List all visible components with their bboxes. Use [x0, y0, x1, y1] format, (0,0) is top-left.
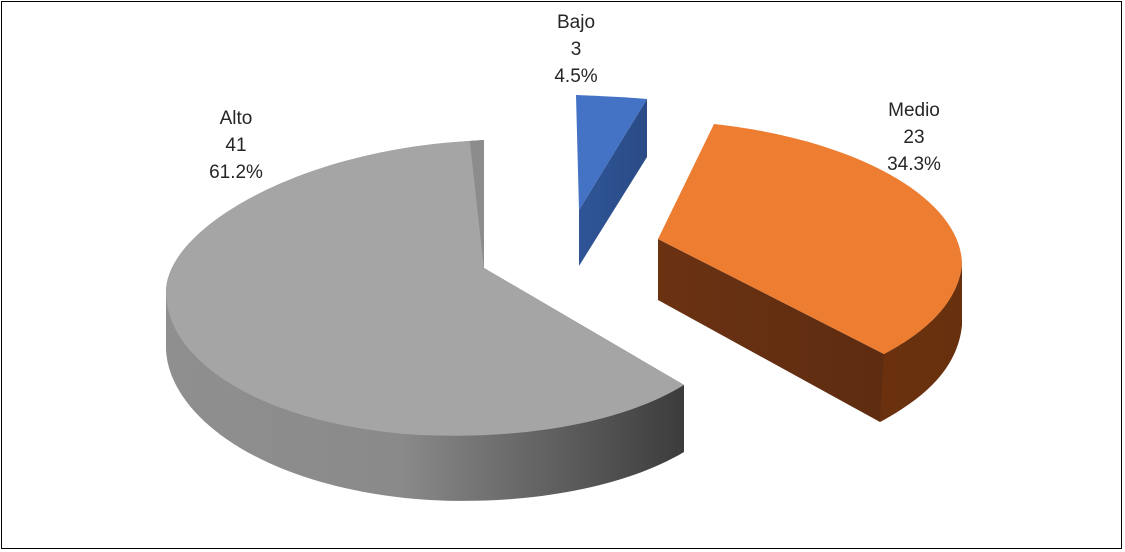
label-alto-value: 41	[225, 135, 246, 156]
slice-bajo-side	[579, 99, 647, 266]
slice-medio-top	[658, 124, 962, 354]
slice-medio-side-front	[658, 239, 962, 422]
slice-bajo	[576, 95, 647, 266]
slice-bajo-top	[576, 95, 647, 210]
label-medio-percent: 34.3%	[887, 154, 941, 175]
label-medio-value: 23	[903, 127, 924, 148]
label-medio-name: Medio	[888, 100, 940, 121]
data-labels: Bajo 3 4.5% Medio 23 34.3% Alto 41 61.2%	[209, 12, 941, 183]
slice-alto-top	[166, 141, 684, 436]
slice-medio	[658, 124, 962, 422]
slice-alto-edge	[470, 140, 484, 268]
label-bajo-value: 3	[571, 39, 582, 60]
label-alto-name: Alto	[220, 108, 253, 129]
slice-medio-side-shade	[880, 265, 962, 422]
label-alto-percent: 61.2%	[209, 162, 263, 183]
label-bajo-percent: 4.5%	[554, 66, 597, 87]
slice-alto	[166, 140, 684, 501]
label-bajo-name: Bajo	[557, 12, 595, 33]
